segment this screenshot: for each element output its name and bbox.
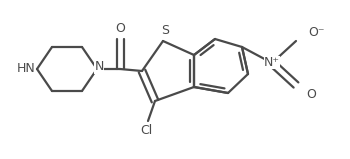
Text: N: N (94, 61, 104, 73)
Text: Cl: Cl (140, 124, 152, 138)
Text: O: O (306, 89, 316, 101)
Text: N⁺: N⁺ (264, 55, 280, 69)
Text: O: O (115, 23, 125, 35)
Text: S: S (161, 24, 169, 38)
Text: HN: HN (16, 62, 35, 75)
Text: O⁻: O⁻ (308, 27, 324, 39)
